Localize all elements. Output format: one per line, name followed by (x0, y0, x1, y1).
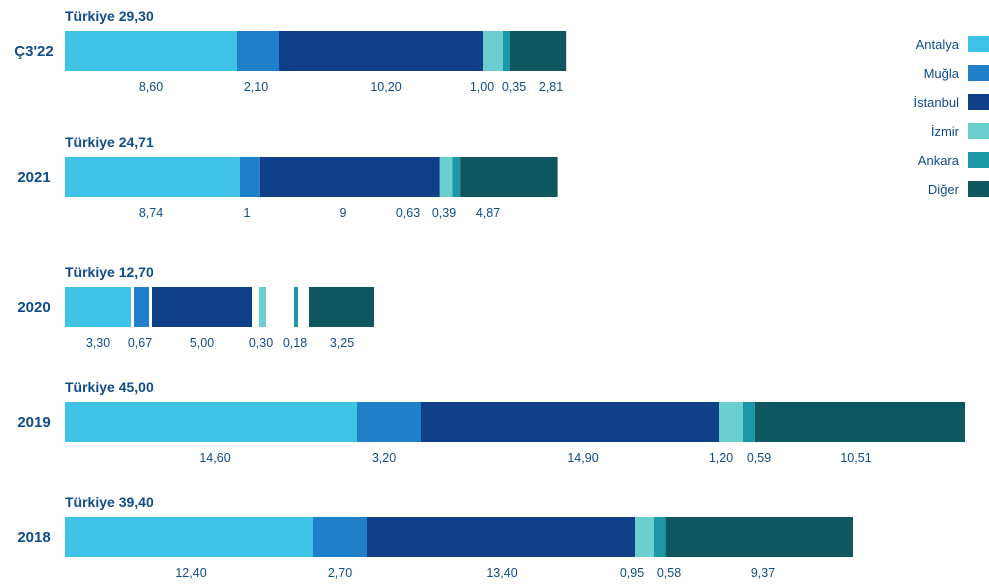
bar-segment-antalya-row-0 (65, 31, 237, 71)
value-label-row-2-3: 0,30 (249, 336, 273, 350)
value-label-row-4-4: 0,58 (657, 566, 681, 580)
bar-segment-i̇stanbul-row-1 (259, 157, 440, 197)
bar-segment-muğla-row-1 (239, 157, 260, 197)
value-label-row-2-0: 3,30 (86, 336, 110, 350)
legend-swatch-3 (968, 123, 989, 139)
bar-segment-i̇zmir-row-1 (439, 157, 453, 197)
value-label-row-3-2: 14,90 (567, 451, 598, 465)
bar-segment-muğla-row-0 (237, 31, 279, 71)
total-label-row-0: Türkiye 29,30 (65, 8, 154, 24)
row-label-row-4: 2018 (17, 529, 50, 546)
value-label-row-2-5: 3,25 (330, 336, 354, 350)
legend-label-2: İstanbul (913, 95, 959, 110)
value-label-row-4-2: 13,40 (486, 566, 517, 580)
bar-segment-muğla-row-4 (313, 517, 367, 557)
value-label-row-4-5: 9,37 (751, 566, 775, 580)
value-label-row-2-4: 0,18 (283, 336, 307, 350)
row-label-row-1: 2021 (17, 169, 50, 186)
value-label-row-3-3: 1,20 (709, 451, 733, 465)
legend-label-5: Diğer (928, 182, 960, 197)
value-label-row-2-1: 0,67 (128, 336, 152, 350)
bar-segment-ankara-row-1 (452, 157, 461, 197)
bar-segment-antalya-row-3 (65, 402, 357, 442)
bar-segment-ankara-row-2 (294, 287, 298, 327)
row-label-row-3: 2019 (17, 414, 50, 431)
value-label-row-3-4: 0,59 (747, 451, 771, 465)
bar-segment-i̇stanbul-row-3 (421, 402, 719, 442)
bar-segment-i̇stanbul-row-2 (152, 287, 252, 327)
value-label-row-0-5: 2,81 (539, 80, 563, 94)
total-label-row-2: Türkiye 12,70 (65, 264, 154, 280)
legend-label-1: Muğla (924, 66, 960, 81)
value-label-row-1-3: 0,63 (396, 206, 420, 220)
value-label-row-0-3: 1,00 (470, 80, 494, 94)
bar-segment-diğer-row-0 (510, 31, 567, 71)
row-label-row-2: 2020 (17, 299, 50, 316)
value-label-row-1-5: 4,87 (476, 206, 500, 220)
value-label-row-1-2: 9 (340, 206, 347, 220)
bar-segment-i̇zmir-row-3 (719, 402, 743, 442)
bar-segment-antalya-row-4 (65, 517, 313, 557)
value-label-row-1-4: 0,39 (432, 206, 456, 220)
bar-segment-diğer-row-4 (665, 517, 853, 557)
legend-label-0: Antalya (916, 37, 960, 52)
bar-segment-ankara-row-4 (654, 517, 666, 557)
value-label-row-1-0: 8,74 (139, 206, 163, 220)
legend-swatch-5 (968, 181, 989, 197)
value-label-row-3-0: 14,60 (199, 451, 230, 465)
legend-swatch-1 (968, 65, 989, 81)
legend-label-4: Ankara (918, 153, 960, 168)
value-label-row-0-2: 10,20 (370, 80, 401, 94)
bar-segment-ankara-row-0 (503, 31, 510, 71)
value-label-row-0-1: 2,10 (244, 80, 268, 94)
bar-segment-diğer-row-1 (460, 157, 558, 197)
bar-segment-i̇zmir-row-4 (635, 517, 654, 557)
legend-label-3: İzmir (931, 124, 960, 139)
value-label-row-4-0: 12,40 (175, 566, 206, 580)
bar-segment-muğla-row-2 (134, 287, 149, 327)
total-label-row-1: Türkiye 24,71 (65, 134, 154, 150)
bar-segment-i̇zmir-row-0 (483, 31, 503, 71)
legend-swatch-0 (968, 36, 989, 52)
value-label-row-0-4: 0,35 (502, 80, 526, 94)
bar-segment-i̇stanbul-row-4 (367, 517, 635, 557)
bar-segment-diğer-row-2 (309, 287, 374, 327)
bar-segment-antalya-row-2 (65, 287, 131, 327)
value-label-row-4-3: 0,95 (620, 566, 644, 580)
value-label-row-2-2: 5,00 (190, 336, 214, 350)
bar-segment-i̇zmir-row-2 (259, 287, 266, 327)
value-label-row-3-5: 10,51 (840, 451, 871, 465)
value-label-row-3-1: 3,20 (372, 451, 396, 465)
total-label-row-4: Türkiye 39,40 (65, 494, 154, 510)
bar-segment-diğer-row-3 (754, 402, 965, 442)
value-label-row-4-1: 2,70 (328, 566, 352, 580)
legend-swatch-4 (968, 152, 989, 168)
value-label-row-0-0: 8,60 (139, 80, 163, 94)
row-label-row-0: Ç3'22 (14, 43, 53, 60)
bar-segment-i̇stanbul-row-0 (279, 31, 483, 71)
legend-swatch-2 (968, 94, 989, 110)
total-label-row-3: Türkiye 45,00 (65, 379, 154, 395)
bar-segment-antalya-row-1 (65, 157, 240, 197)
bar-segment-ankara-row-3 (743, 402, 755, 442)
value-label-row-1-1: 1 (244, 206, 251, 220)
bar-segment-muğla-row-3 (357, 402, 421, 442)
